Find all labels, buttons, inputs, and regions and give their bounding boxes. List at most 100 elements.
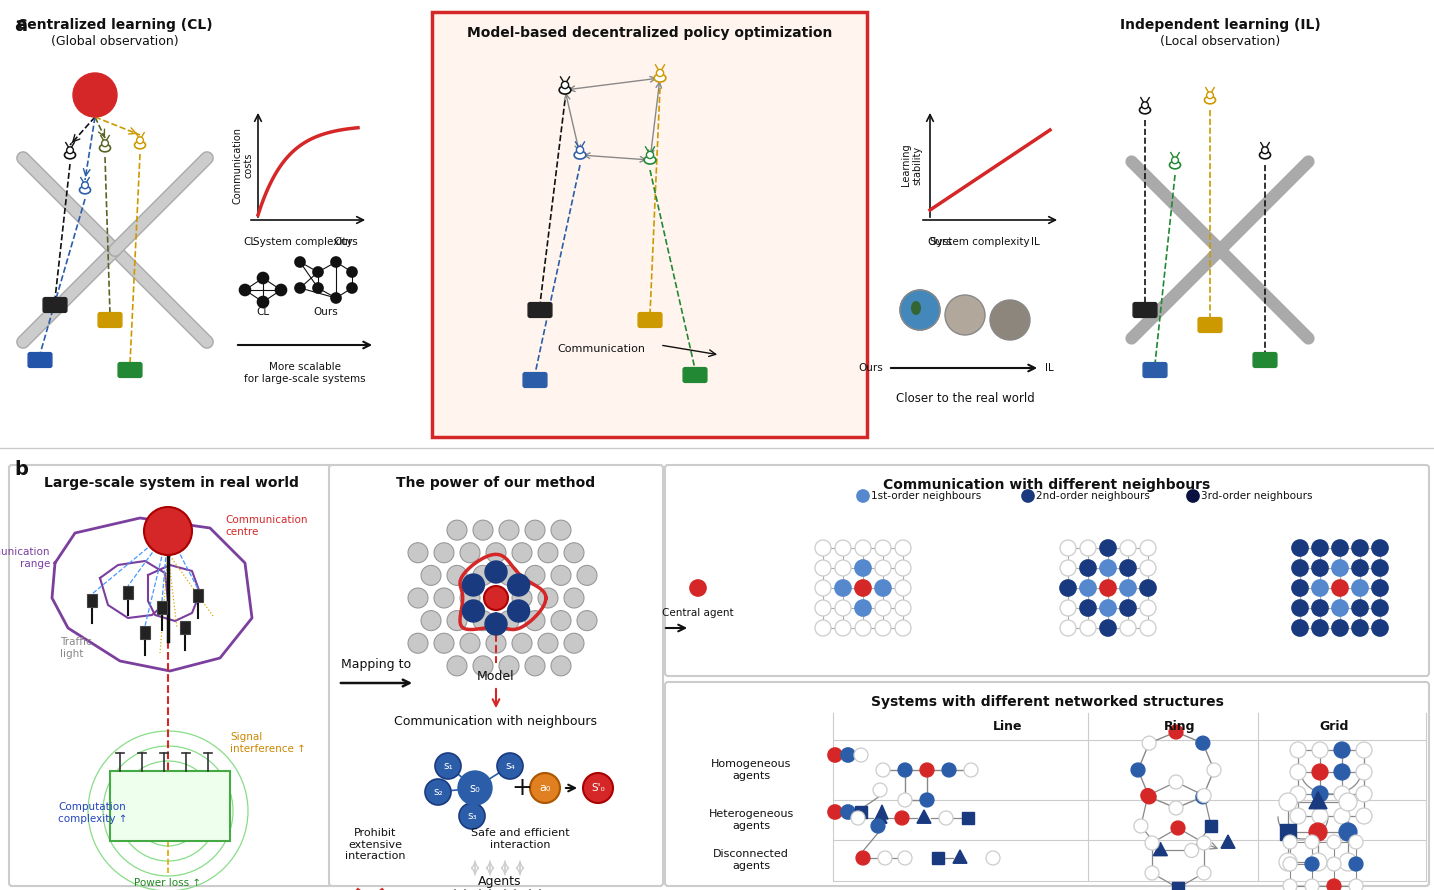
Circle shape [835, 560, 850, 576]
Text: Computation
complexity ↑: Computation complexity ↑ [57, 802, 128, 824]
Circle shape [1349, 835, 1362, 849]
Text: CL: CL [257, 307, 270, 317]
FancyBboxPatch shape [683, 368, 707, 383]
Circle shape [1134, 819, 1147, 833]
Text: Homogeneous
agents: Homogeneous agents [711, 759, 792, 781]
Circle shape [1279, 853, 1296, 871]
Text: IL: IL [1045, 363, 1054, 373]
Circle shape [835, 540, 850, 556]
Polygon shape [916, 810, 931, 823]
Circle shape [584, 773, 612, 803]
Circle shape [815, 620, 830, 636]
Circle shape [136, 137, 143, 143]
FancyBboxPatch shape [665, 682, 1430, 886]
Bar [110, 771, 229, 841]
Circle shape [1312, 786, 1328, 802]
Ellipse shape [1140, 106, 1150, 114]
Circle shape [258, 296, 268, 308]
FancyBboxPatch shape [638, 312, 663, 328]
Circle shape [835, 600, 850, 616]
Circle shape [1197, 836, 1210, 850]
Circle shape [690, 580, 706, 596]
Text: Ours: Ours [859, 363, 883, 373]
Circle shape [1305, 835, 1319, 849]
Circle shape [1326, 835, 1341, 849]
Circle shape [1141, 789, 1156, 804]
Circle shape [1140, 540, 1156, 556]
Text: Safe and efficient
interaction: Safe and efficient interaction [470, 828, 569, 850]
Text: System complexity: System complexity [931, 237, 1030, 247]
Circle shape [1100, 580, 1116, 596]
Circle shape [875, 580, 891, 596]
Circle shape [1291, 742, 1306, 758]
Ellipse shape [99, 144, 110, 152]
Circle shape [647, 151, 654, 158]
Circle shape [1357, 764, 1372, 780]
Circle shape [1141, 101, 1149, 109]
Circle shape [945, 295, 985, 335]
Circle shape [1352, 560, 1368, 576]
Bar [1281, 824, 1296, 839]
Text: (Global observation): (Global observation) [52, 35, 179, 48]
Circle shape [1100, 600, 1116, 616]
Circle shape [901, 290, 941, 330]
Circle shape [462, 574, 485, 596]
Circle shape [1100, 620, 1116, 636]
Circle shape [313, 267, 323, 277]
Circle shape [499, 656, 519, 676]
Bar [932, 852, 944, 864]
Circle shape [1140, 560, 1156, 576]
Circle shape [1372, 560, 1388, 576]
Circle shape [875, 620, 891, 636]
Circle shape [875, 560, 891, 576]
Text: Line: Line [994, 720, 1022, 733]
Text: Agents: Agents [479, 875, 522, 888]
Circle shape [258, 272, 268, 284]
Circle shape [815, 580, 830, 596]
Circle shape [525, 611, 545, 631]
Circle shape [1292, 620, 1308, 636]
Polygon shape [954, 850, 967, 863]
Circle shape [870, 819, 885, 833]
Circle shape [1207, 763, 1220, 777]
Circle shape [657, 69, 664, 77]
Circle shape [987, 851, 999, 865]
Circle shape [1334, 764, 1349, 780]
Circle shape [1357, 786, 1372, 802]
Circle shape [409, 588, 427, 608]
Circle shape [551, 520, 571, 540]
Text: CL: CL [244, 237, 257, 247]
FancyBboxPatch shape [9, 465, 333, 886]
Circle shape [1305, 879, 1319, 890]
Circle shape [942, 763, 956, 777]
Circle shape [295, 257, 305, 267]
Ellipse shape [654, 74, 665, 82]
Circle shape [1372, 620, 1388, 636]
Circle shape [815, 600, 830, 616]
Circle shape [1352, 620, 1368, 636]
Circle shape [850, 811, 865, 825]
Circle shape [1197, 866, 1210, 880]
Circle shape [873, 783, 888, 797]
Circle shape [538, 634, 558, 653]
Text: Communication
range: Communication range [0, 547, 50, 569]
Ellipse shape [1205, 96, 1216, 104]
Circle shape [73, 73, 118, 117]
Ellipse shape [1170, 161, 1180, 169]
Circle shape [551, 656, 571, 676]
Text: +: + [512, 776, 532, 800]
Circle shape [1334, 808, 1349, 824]
Circle shape [895, 560, 911, 576]
Polygon shape [1153, 842, 1167, 855]
Circle shape [856, 851, 870, 865]
Circle shape [1120, 580, 1136, 596]
Text: Signal
interference ↑: Signal interference ↑ [229, 732, 305, 754]
Text: Power loss ↑: Power loss ↑ [135, 878, 202, 888]
Text: s₀: s₀ [469, 781, 480, 795]
Bar [156, 601, 166, 614]
Circle shape [1172, 821, 1184, 835]
Circle shape [447, 520, 467, 540]
Circle shape [102, 140, 109, 147]
Bar [141, 626, 151, 639]
Text: Disconnected
agents: Disconnected agents [713, 849, 789, 870]
